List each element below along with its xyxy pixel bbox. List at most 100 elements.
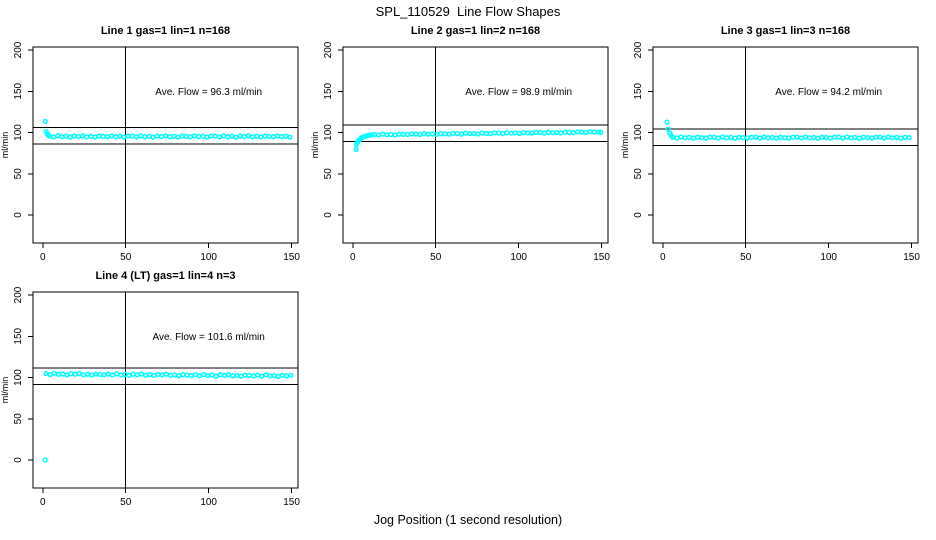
- data-point: [267, 373, 273, 379]
- data-point: [516, 130, 523, 137]
- data-point: [467, 131, 473, 137]
- y-axis-title: ml/min: [0, 377, 10, 404]
- x-tick-label: 100: [820, 252, 837, 263]
- data-point: [835, 134, 842, 140]
- data-point: [558, 130, 564, 136]
- data-point: [765, 135, 771, 141]
- data-point: [537, 129, 543, 136]
- data-point: [840, 135, 846, 141]
- data-point: [134, 372, 140, 378]
- data-point: [274, 133, 281, 139]
- data-point: [279, 133, 285, 140]
- data-point: [736, 134, 742, 140]
- data-point: [225, 134, 231, 140]
- data-point: [483, 130, 489, 137]
- data-point: [121, 134, 127, 140]
- data-point: [200, 133, 206, 139]
- panel-line-2-plot: 0 50 100 150 0 50 100 150 200 ml/min Ave. Flow = 9…: [310, 41, 610, 263]
- data-point: [831, 134, 838, 140]
- data-point: [682, 135, 688, 141]
- y-tick-label: 200: [633, 41, 644, 58]
- data-point: [786, 135, 792, 141]
- y-tick-label: 0: [633, 212, 644, 218]
- ave-flow-annotation: Ave. Flow = 96.3 ml/min: [155, 87, 262, 98]
- data-point: [266, 133, 272, 140]
- y-tick-label: 50: [633, 168, 644, 180]
- data-point: [230, 373, 236, 379]
- data-point: [802, 134, 809, 140]
- data-point: [894, 134, 900, 141]
- data-point: [179, 133, 185, 139]
- x-tick-label: 150: [283, 252, 300, 263]
- data-point: [827, 135, 833, 141]
- data-point: [703, 135, 709, 141]
- data-point: [100, 133, 106, 140]
- data-point: [744, 135, 751, 141]
- data-point: [550, 130, 556, 136]
- ave-flow-annotation: Ave. Flow = 94.2 ml/min: [775, 87, 882, 98]
- data-point: [205, 372, 211, 379]
- x-tick-label: 0: [660, 252, 666, 263]
- data-point: [388, 131, 394, 138]
- data-point: [216, 134, 223, 140]
- data-point: [242, 372, 248, 378]
- data-point: [562, 129, 568, 135]
- data-point: [782, 134, 788, 141]
- data-point: [902, 134, 908, 140]
- data-point: [254, 372, 261, 378]
- data-point: [525, 130, 531, 136]
- data-point: [520, 129, 527, 136]
- data-point: [598, 129, 604, 135]
- data-point: [496, 130, 502, 136]
- x-tick-label: 50: [430, 252, 442, 263]
- panel-line-2-title: Line 2 gas=1 lin=2 n=168: [410, 25, 541, 37]
- data-point: [208, 133, 214, 139]
- data-point: [47, 371, 53, 378]
- data-point: [288, 372, 294, 379]
- data-point: [885, 134, 892, 140]
- data-point: [806, 135, 813, 141]
- data-point: [117, 133, 123, 139]
- data-point: [724, 135, 730, 141]
- data-point: [425, 131, 431, 137]
- data-point: [96, 133, 102, 139]
- data-point: [798, 135, 804, 141]
- panel-line-4-title: Line 4 (LT) gas=1 lin=4 n=3: [95, 270, 236, 282]
- data-point: [533, 129, 539, 136]
- data-point: [262, 133, 268, 139]
- data-point: [113, 371, 120, 377]
- data-point: [118, 372, 124, 378]
- data-point: [823, 134, 829, 141]
- plot-box: [342, 46, 609, 244]
- data-point: [167, 372, 174, 379]
- data-point: [217, 372, 223, 378]
- data-point: [63, 133, 69, 139]
- data-point: [819, 134, 825, 140]
- data-point: [433, 131, 440, 138]
- y-tick-label: 200: [13, 286, 24, 303]
- data-point: [881, 135, 887, 141]
- data-point: [587, 129, 593, 135]
- data-point: [873, 134, 879, 140]
- plot-box: [32, 46, 299, 244]
- data-point: [446, 131, 452, 137]
- data-point: [68, 370, 74, 377]
- y-axis-title: ml/min: [620, 132, 630, 159]
- data-point: [512, 130, 519, 136]
- y-tick-label: 0: [323, 212, 334, 218]
- data-point: [545, 129, 552, 135]
- data-point: [500, 130, 506, 137]
- x-axis-label: Jog Position (1 second resolution): [373, 513, 563, 527]
- data-point: [790, 134, 796, 140]
- data-point: [263, 372, 269, 378]
- data-point: [429, 131, 436, 137]
- data-point: [366, 132, 373, 138]
- y-tick-label: 100: [633, 124, 644, 141]
- data-point: [283, 133, 289, 139]
- data-point: [898, 135, 904, 141]
- data-point: [213, 373, 219, 379]
- data-point: [162, 133, 169, 139]
- data-point: [728, 134, 734, 141]
- data-point: [400, 131, 407, 138]
- data-point: [60, 371, 66, 377]
